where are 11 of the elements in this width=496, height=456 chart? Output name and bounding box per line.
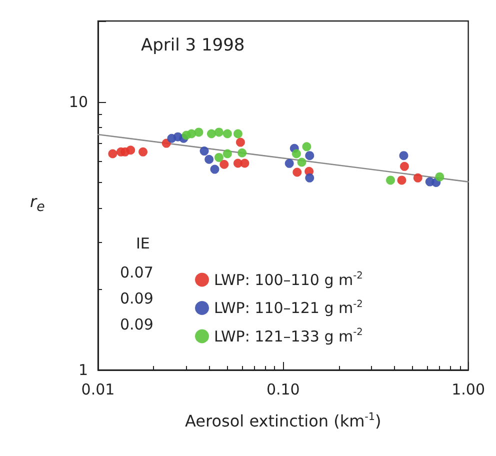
annotation: 0.07 — [120, 264, 154, 282]
x-tick-label: 0.10 — [266, 380, 300, 398]
y-tick-label: 10 — [68, 92, 88, 111]
text: April 3 1998 — [141, 36, 245, 56]
y-tick-label: 1 — [78, 361, 88, 379]
y-axis-title: r$_{e}$ — [30, 192, 45, 216]
annotation: 0.09 — [120, 316, 154, 334]
legend-title: IE — [136, 234, 150, 252]
x-tick-label: 1.00 — [452, 380, 486, 398]
x-tick-label: 0.01 — [81, 380, 115, 398]
annotation: 0.09 — [120, 290, 154, 308]
